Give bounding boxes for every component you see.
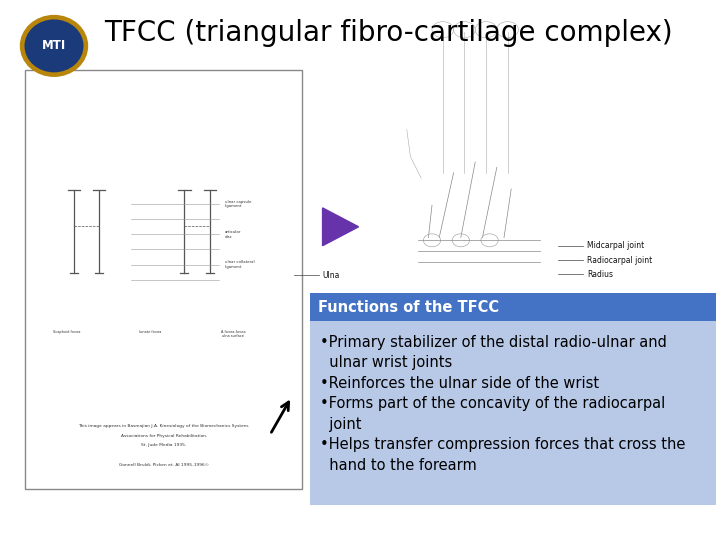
Text: Scaphoid fovea: Scaphoid fovea: [53, 329, 81, 334]
Text: ulnar collateral
ligament: ulnar collateral ligament: [225, 260, 254, 269]
Text: lunate fovea: lunate fovea: [139, 329, 161, 334]
Text: ulnar capsule
ligament: ulnar capsule ligament: [225, 200, 251, 208]
Ellipse shape: [24, 19, 84, 72]
Text: •Forms part of the concavity of the radiocarpal: •Forms part of the concavity of the radi…: [320, 396, 666, 411]
FancyBboxPatch shape: [310, 22, 716, 286]
Polygon shape: [323, 208, 359, 246]
Text: Radius: Radius: [587, 270, 613, 279]
Text: MTI: MTI: [42, 39, 66, 52]
Text: A fovea-fovea
ulna surface: A fovea-fovea ulna surface: [221, 329, 246, 338]
Text: •Reinforces the ulnar side of the wrist: •Reinforces the ulnar side of the wrist: [320, 376, 600, 391]
Text: Radiocarpal joint: Radiocarpal joint: [587, 256, 652, 265]
Text: ulnar wrist joints: ulnar wrist joints: [320, 355, 453, 370]
FancyBboxPatch shape: [25, 70, 302, 489]
FancyBboxPatch shape: [310, 293, 716, 321]
Text: Associations for Physical Rehabilitation.: Associations for Physical Rehabilitation…: [121, 434, 207, 437]
Text: hand to the forearm: hand to the forearm: [320, 458, 477, 473]
Text: TFCC (triangular fibro-cartilage complex): TFCC (triangular fibro-cartilage complex…: [104, 19, 673, 47]
Text: articular
disc: articular disc: [225, 230, 241, 239]
Ellipse shape: [19, 15, 89, 77]
Text: •Helps transfer compression forces that cross the: •Helps transfer compression forces that …: [320, 437, 685, 453]
Text: joint: joint: [320, 417, 362, 432]
Text: St. Jude Media 1935.: St. Jude Media 1935.: [141, 443, 186, 447]
FancyBboxPatch shape: [310, 321, 716, 505]
Text: Midcarpal joint: Midcarpal joint: [587, 241, 644, 250]
Text: Functions of the TFCC: Functions of the TFCC: [318, 300, 500, 315]
Text: Gonnell Bruldi, Picken et. Al 1995-1996©: Gonnell Bruldi, Picken et. Al 1995-1996©: [119, 463, 209, 467]
Text: Ulna: Ulna: [323, 271, 340, 280]
Text: This image appears in Basmajian J.A. Kinesiology of the Biomechanics System.: This image appears in Basmajian J.A. Kin…: [78, 424, 250, 428]
Text: •Primary stabilizer of the distal radio-ulnar and: •Primary stabilizer of the distal radio-…: [320, 335, 667, 350]
